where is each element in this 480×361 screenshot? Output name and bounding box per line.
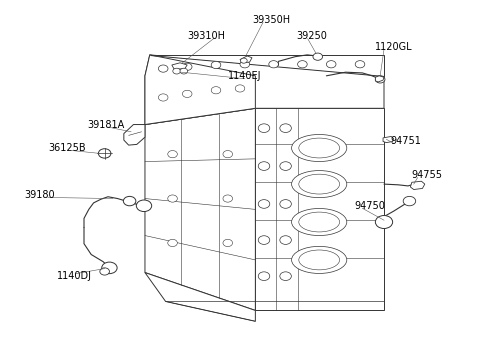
Text: 39180: 39180 — [24, 190, 55, 200]
Circle shape — [100, 268, 109, 275]
Polygon shape — [375, 76, 384, 82]
Circle shape — [375, 216, 393, 229]
Circle shape — [182, 90, 192, 97]
Circle shape — [102, 262, 117, 274]
Text: 94751: 94751 — [390, 136, 421, 146]
Text: 36125B: 36125B — [48, 143, 86, 153]
Circle shape — [269, 61, 278, 68]
Circle shape — [280, 124, 291, 132]
Polygon shape — [145, 273, 255, 321]
Text: 1140EJ: 1140EJ — [228, 71, 262, 81]
Circle shape — [168, 195, 178, 202]
Circle shape — [298, 61, 307, 68]
Text: 94750: 94750 — [354, 201, 385, 211]
Circle shape — [375, 76, 385, 83]
Circle shape — [158, 94, 168, 101]
Circle shape — [98, 149, 111, 158]
Circle shape — [240, 58, 247, 63]
Circle shape — [168, 151, 178, 158]
Circle shape — [182, 63, 192, 70]
Polygon shape — [150, 55, 384, 76]
Ellipse shape — [292, 135, 347, 162]
Circle shape — [136, 200, 152, 212]
Ellipse shape — [299, 250, 340, 270]
Text: 39181A: 39181A — [87, 119, 124, 130]
Circle shape — [223, 151, 233, 158]
Circle shape — [173, 68, 180, 74]
Ellipse shape — [299, 138, 340, 158]
Circle shape — [223, 239, 233, 247]
Circle shape — [211, 61, 221, 69]
Circle shape — [355, 61, 365, 68]
Polygon shape — [145, 108, 255, 310]
Circle shape — [258, 162, 270, 170]
Polygon shape — [410, 181, 425, 190]
Circle shape — [280, 162, 291, 170]
Text: 39310H: 39310H — [187, 31, 226, 41]
Circle shape — [240, 61, 250, 68]
Circle shape — [313, 53, 323, 60]
Circle shape — [280, 236, 291, 244]
Circle shape — [211, 87, 221, 94]
Circle shape — [258, 272, 270, 280]
Polygon shape — [145, 55, 255, 125]
Ellipse shape — [299, 174, 340, 194]
Circle shape — [403, 196, 416, 206]
Ellipse shape — [299, 212, 340, 232]
Polygon shape — [145, 55, 384, 125]
Polygon shape — [172, 63, 187, 69]
Polygon shape — [124, 125, 145, 145]
Ellipse shape — [292, 246, 347, 274]
Ellipse shape — [292, 208, 347, 235]
Circle shape — [258, 124, 270, 132]
Circle shape — [326, 61, 336, 68]
Text: 39350H: 39350H — [252, 15, 290, 25]
Text: 94755: 94755 — [412, 170, 443, 180]
Circle shape — [258, 236, 270, 244]
Circle shape — [280, 272, 291, 280]
Circle shape — [280, 200, 291, 208]
Polygon shape — [255, 108, 384, 310]
Text: 39250: 39250 — [297, 31, 327, 41]
Text: 1140DJ: 1140DJ — [57, 271, 92, 281]
Circle shape — [258, 200, 270, 208]
Circle shape — [223, 195, 233, 202]
Text: 1120GL: 1120GL — [375, 42, 412, 52]
Circle shape — [180, 68, 188, 74]
Polygon shape — [240, 56, 252, 63]
Circle shape — [168, 239, 178, 247]
Polygon shape — [383, 136, 394, 143]
Ellipse shape — [292, 171, 347, 198]
Circle shape — [235, 85, 245, 92]
Circle shape — [158, 65, 168, 72]
Circle shape — [123, 196, 136, 206]
